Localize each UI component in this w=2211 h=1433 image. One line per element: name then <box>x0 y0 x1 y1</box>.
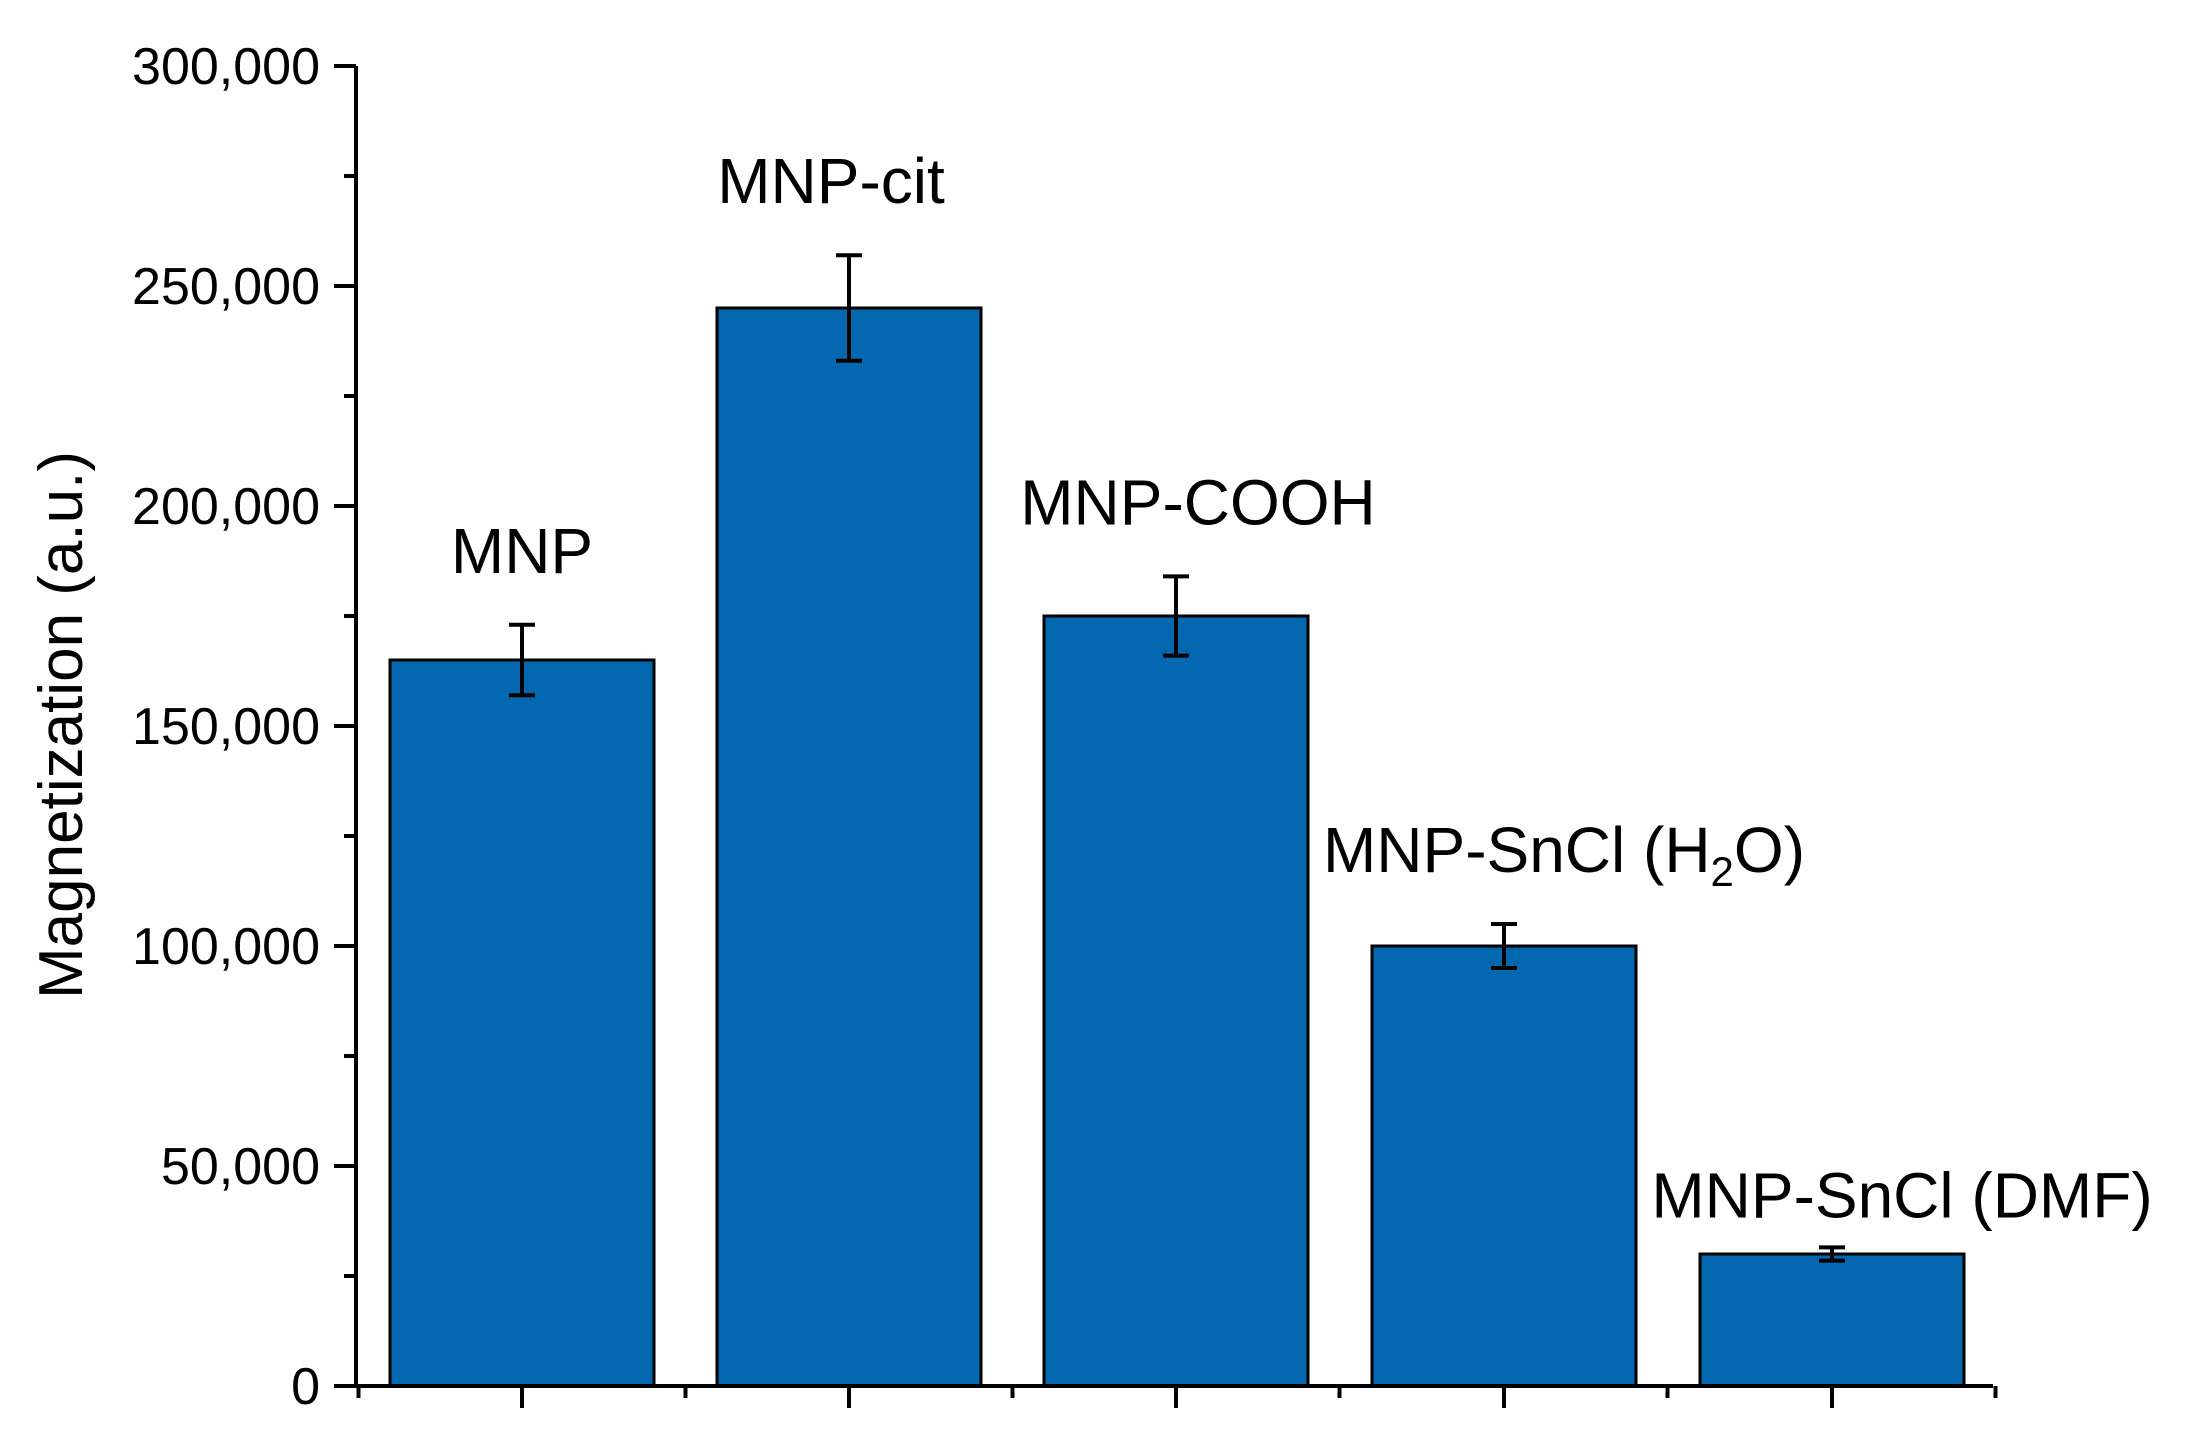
y-tick-label: 200,000 <box>132 478 320 536</box>
y-tick-label: 100,000 <box>132 918 320 976</box>
bar-label-main: MNP <box>451 515 593 587</box>
bar-label-main: MNP-SnCl (DMF) <box>1651 1159 2152 1231</box>
bar-label-subscript: 2 <box>1711 848 1734 895</box>
y-tick-label: 150,000 <box>132 698 320 756</box>
axes-layer: 0 50,000 100,000 150,000 200,000 250,000 300,0… <box>132 38 1998 1416</box>
error-bars-layer <box>509 253 1845 1263</box>
bar-1 <box>388 658 656 1388</box>
y-tick-label: 50,000 <box>161 1138 320 1196</box>
bar-label-2: MNP-cit <box>717 145 945 217</box>
y-tick-label: 250,000 <box>132 258 320 316</box>
bar-label-main: MNP-COOH <box>1020 466 1376 538</box>
y-tick-label: 300,000 <box>132 38 320 96</box>
y-tick-label: 0 <box>291 1358 320 1416</box>
bar-2 <box>715 306 983 1388</box>
error-bar-4 <box>1491 922 1517 970</box>
bar-label-4: MNP-SnCl (H2O) <box>1323 814 1805 895</box>
bar-label-main: MNP-cit <box>717 145 945 217</box>
bar-4 <box>1370 944 1638 1388</box>
error-bar-5 <box>1819 1245 1845 1263</box>
bar-label-3: MNP-COOH <box>1020 466 1376 538</box>
bar-label-tail: O) <box>1734 814 1805 886</box>
bar-5 <box>1698 1252 1966 1388</box>
bar-3 <box>1042 614 1310 1388</box>
bar-label-main: MNP-SnCl (H <box>1323 814 1711 886</box>
y-axis-title: Magnetization (a.u.) <box>27 451 96 999</box>
error-bar-3 <box>1163 574 1189 658</box>
bar-label-5: MNP-SnCl (DMF) <box>1651 1159 2152 1231</box>
error-bar-2 <box>836 253 862 363</box>
bar-label-1: MNP <box>451 515 593 587</box>
error-bar-1 <box>509 622 535 698</box>
